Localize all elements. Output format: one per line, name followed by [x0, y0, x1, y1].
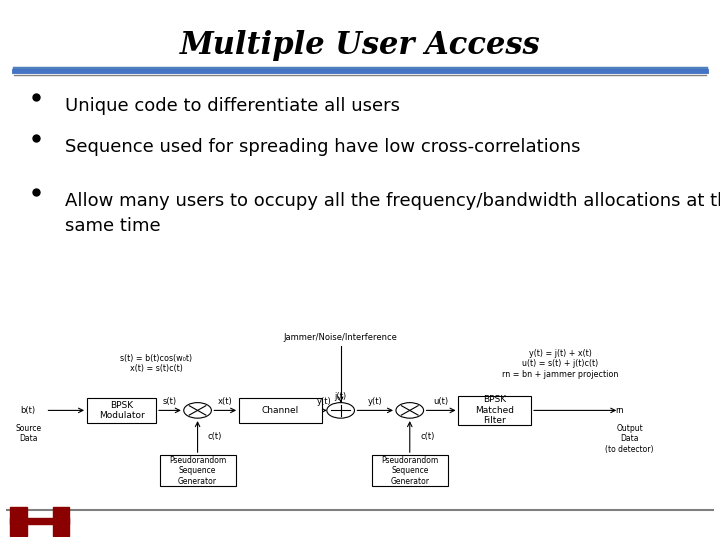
Text: y(t) = j(t) + x(t)
u(t) = s(t) + j(t)c(t)
rn = bn + jammer projection: y(t) = j(t) + x(t) u(t) = s(t) + j(t)c(t…: [503, 349, 618, 379]
Circle shape: [396, 403, 423, 418]
Text: BPSK
Matched
Filter: BPSK Matched Filter: [475, 395, 514, 426]
Text: Output
Data
(to detector): Output Data (to detector): [606, 424, 654, 454]
Text: s(t): s(t): [163, 397, 177, 406]
Text: c(t): c(t): [208, 432, 222, 441]
Text: BPSK
Modulator: BPSK Modulator: [99, 401, 145, 420]
Text: Multiple User Access: Multiple User Access: [180, 30, 540, 60]
Text: Pseudorandom
Sequence
Generator: Pseudorandom Sequence Generator: [169, 456, 226, 485]
Bar: [53, 507, 68, 536]
Text: b(t): b(t): [21, 406, 36, 415]
Text: Unique code to differentiate all users: Unique code to differentiate all users: [65, 97, 400, 115]
Text: j(t): j(t): [335, 392, 347, 401]
Circle shape: [327, 403, 354, 418]
Bar: [11, 507, 27, 536]
Text: x(t): x(t): [218, 397, 233, 406]
Text: u(t): u(t): [433, 397, 449, 406]
Bar: [239, 398, 322, 423]
Text: Jammer/Noise/Interference: Jammer/Noise/Interference: [284, 333, 397, 342]
Text: y(t): y(t): [368, 397, 382, 406]
Text: Allow many users to occupy all the frequency/bandwidth allocations at that
same : Allow many users to occupy all the frequ…: [65, 192, 720, 235]
Circle shape: [184, 403, 212, 418]
Text: Channel: Channel: [262, 406, 299, 415]
Text: Pseudorandom
Sequence
Generator: Pseudorandom Sequence Generator: [381, 456, 438, 485]
Bar: [372, 455, 448, 486]
Text: rn: rn: [616, 406, 624, 415]
Bar: [87, 398, 156, 423]
Text: c(t): c(t): [420, 432, 434, 441]
Text: Source
Data: Source Data: [15, 424, 41, 443]
Bar: [459, 396, 531, 425]
Text: s(t) = b(t)cos(w₀t)
x(t) = s(t)c(t): s(t) = b(t)cos(w₀t) x(t) = s(t)c(t): [120, 354, 192, 374]
Bar: [11, 518, 69, 524]
Bar: [160, 455, 235, 486]
Text: Sequence used for spreading have low cross-correlations: Sequence used for spreading have low cro…: [65, 138, 580, 156]
Text: y(t): y(t): [317, 397, 332, 406]
